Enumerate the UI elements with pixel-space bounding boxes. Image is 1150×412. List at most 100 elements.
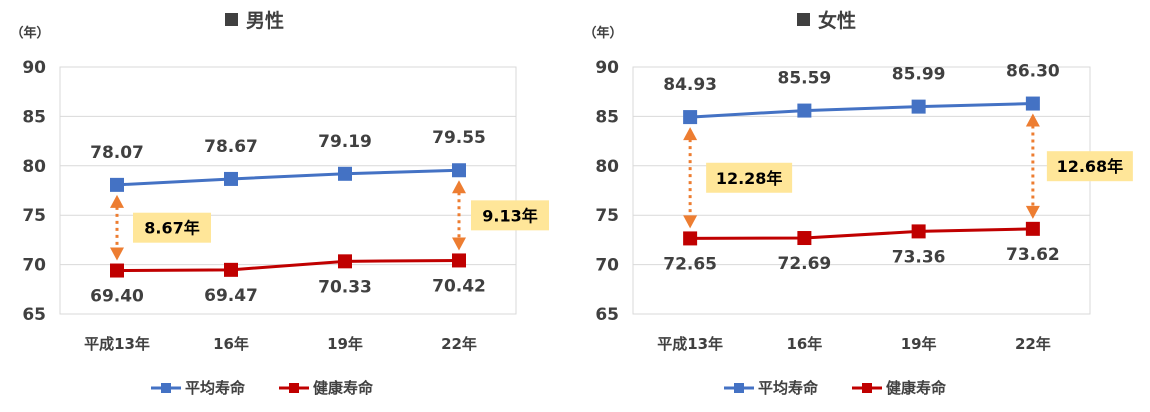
y-tick-label: 65 bbox=[22, 305, 46, 325]
arrow-down-icon bbox=[1025, 205, 1040, 219]
x-tick-label: 22年 bbox=[1015, 335, 1051, 353]
chart-title: 女性 bbox=[797, 9, 856, 32]
arrow-down-icon bbox=[683, 215, 698, 229]
y-axis-unit: （年） bbox=[583, 25, 622, 41]
y-tick-label: 65 bbox=[595, 305, 619, 325]
data-point bbox=[110, 263, 124, 278]
series-line bbox=[690, 227, 1033, 240]
y-tick-label: 85 bbox=[595, 107, 619, 127]
gap-label: 12.68年 bbox=[1057, 157, 1124, 176]
data-label: 73.36 bbox=[892, 247, 946, 267]
data-point bbox=[338, 166, 352, 181]
y-tick-label: 75 bbox=[22, 206, 46, 226]
gap-annotation: 12.28年 bbox=[683, 127, 793, 229]
chart-title: 男性 bbox=[225, 9, 284, 32]
data-label: 79.19 bbox=[318, 132, 372, 152]
gap-label-background bbox=[706, 162, 793, 193]
arrow-down-icon bbox=[110, 247, 124, 261]
legend-marker bbox=[161, 383, 171, 393]
arrow-down-icon bbox=[452, 237, 466, 251]
data-label: 69.47 bbox=[204, 286, 258, 306]
y-tick-label: 90 bbox=[595, 58, 619, 78]
series-line bbox=[116, 258, 460, 273]
y-tick-label: 80 bbox=[22, 157, 46, 177]
y-tick-label: 90 bbox=[22, 58, 46, 78]
legend-label: 健康寿命 bbox=[313, 379, 374, 397]
gap-annotation: 12.68年 bbox=[1025, 113, 1133, 219]
y-axis-unit: （年） bbox=[10, 25, 49, 41]
legend: 平均寿命 健康寿命 bbox=[151, 379, 374, 397]
data-label: 85.99 bbox=[892, 65, 946, 85]
series-healthy-life: 72.65 72.69 73.36 73.62 bbox=[663, 221, 1060, 274]
legend-marker bbox=[862, 383, 872, 393]
data-point bbox=[224, 262, 238, 277]
chart-title-text: 女性 bbox=[818, 9, 856, 32]
gap-label: 8.67年 bbox=[144, 219, 199, 238]
chart-male: 男性 （年） 65 70 75 80 85 90 平成13年 16年 19年 22年 78.07 78.6… bbox=[10, 9, 549, 397]
data-point bbox=[224, 171, 238, 186]
data-point bbox=[911, 224, 926, 239]
arrow-up-icon bbox=[110, 194, 124, 208]
data-label: 79.55 bbox=[432, 128, 486, 148]
gap-annotation: 8.67年 bbox=[110, 194, 211, 261]
data-point bbox=[1025, 96, 1040, 111]
data-label: 72.65 bbox=[663, 254, 717, 274]
legend-label: 健康寿命 bbox=[886, 379, 947, 397]
x-tick-label: 平成13年 bbox=[84, 335, 150, 353]
chart-title-text: 男性 bbox=[246, 9, 284, 32]
arrow-up-icon bbox=[1025, 113, 1040, 127]
gap-label: 12.28年 bbox=[716, 169, 783, 188]
y-tick-label: 70 bbox=[595, 256, 619, 276]
series-line bbox=[116, 168, 460, 187]
data-point bbox=[797, 231, 812, 246]
data-point bbox=[1025, 221, 1040, 236]
data-label: 70.42 bbox=[432, 276, 486, 296]
legend-marker bbox=[289, 383, 299, 393]
x-tick-label: 22年 bbox=[441, 335, 477, 353]
data-label: 72.69 bbox=[777, 254, 831, 274]
x-tick-label: 16年 bbox=[786, 335, 822, 353]
data-label: 84.93 bbox=[663, 75, 717, 95]
arrow-up-icon bbox=[683, 127, 698, 141]
y-tick-label: 70 bbox=[22, 256, 46, 276]
data-label: 78.67 bbox=[204, 137, 258, 157]
data-point bbox=[338, 254, 352, 269]
title-square-icon bbox=[797, 13, 810, 26]
data-label: 85.59 bbox=[777, 69, 831, 89]
data-point bbox=[911, 99, 926, 114]
arrow-up-icon bbox=[452, 180, 466, 194]
series-line bbox=[690, 102, 1033, 119]
data-point bbox=[452, 163, 466, 178]
gap-label-background bbox=[133, 212, 211, 243]
gap-label-background bbox=[1046, 151, 1133, 182]
x-tick-label: 19年 bbox=[327, 335, 363, 353]
data-point bbox=[110, 177, 124, 192]
legend-label: 平均寿命 bbox=[758, 379, 819, 397]
data-point bbox=[452, 253, 466, 268]
x-tick-label: 19年 bbox=[901, 335, 937, 353]
series-average-life: 78.07 78.67 79.19 79.55 bbox=[90, 128, 486, 192]
gap-annotation: 9.13年 bbox=[452, 180, 549, 251]
data-label: 73.62 bbox=[1006, 245, 1060, 265]
y-tick-label: 80 bbox=[595, 157, 619, 177]
data-point bbox=[797, 103, 812, 118]
data-point bbox=[683, 231, 698, 246]
y-tick-label: 85 bbox=[22, 107, 46, 127]
data-label: 78.07 bbox=[90, 143, 144, 163]
legend-label: 平均寿命 bbox=[185, 379, 246, 397]
x-tick-label: 平成13年 bbox=[657, 335, 723, 353]
series-average-life: 84.93 85.59 85.99 86.30 bbox=[663, 62, 1060, 125]
title-square-icon bbox=[225, 13, 238, 26]
data-point bbox=[683, 110, 698, 125]
legend-marker bbox=[734, 383, 744, 393]
data-label: 70.33 bbox=[318, 277, 372, 297]
chart-female: 女性 （年） 65 70 75 80 85 90 平成13年 16年 19年 22年 84.93 85.5… bbox=[583, 9, 1133, 397]
legend: 平均寿命 健康寿命 bbox=[724, 379, 947, 397]
x-tick-label: 16年 bbox=[213, 335, 249, 353]
gap-label-background bbox=[471, 200, 549, 231]
gap-label: 9.13年 bbox=[482, 206, 537, 225]
y-tick-label: 75 bbox=[595, 206, 619, 226]
data-label: 69.40 bbox=[90, 287, 144, 307]
series-healthy-life: 69.40 69.47 70.33 70.42 bbox=[90, 253, 486, 307]
